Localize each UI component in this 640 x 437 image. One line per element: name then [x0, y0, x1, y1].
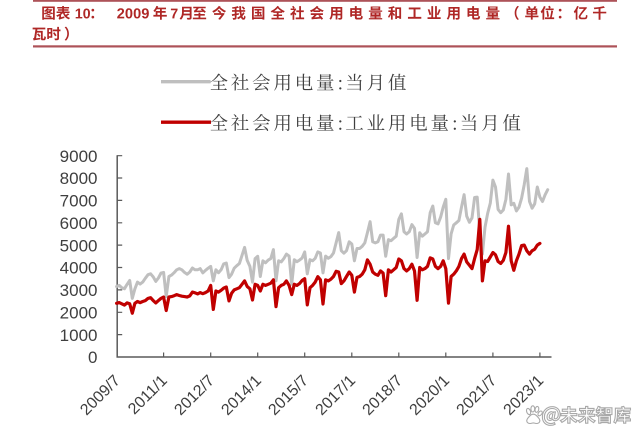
svg-text:2023/1: 2023/1 [501, 372, 548, 419]
svg-text:2021/7: 2021/7 [454, 372, 501, 419]
svg-text:8000: 8000 [60, 169, 98, 188]
svg-text:2017/1: 2017/1 [313, 372, 360, 419]
svg-text:2009/7: 2009/7 [77, 372, 124, 419]
svg-text:2000: 2000 [60, 304, 98, 323]
svg-text:4000: 4000 [60, 259, 98, 278]
svg-text:0: 0 [88, 348, 97, 367]
svg-text:2014/1: 2014/1 [218, 372, 265, 419]
svg-text:9000: 9000 [60, 147, 98, 166]
svg-text:2011/1: 2011/1 [125, 372, 171, 418]
svg-text:2020/1: 2020/1 [407, 372, 454, 419]
svg-text:7000: 7000 [60, 192, 98, 211]
svg-text:3000: 3000 [60, 281, 98, 300]
svg-text:2015/7: 2015/7 [265, 372, 312, 419]
svg-text:6000: 6000 [60, 214, 98, 233]
svg-text:2012/7: 2012/7 [171, 372, 218, 419]
svg-text:2018/7: 2018/7 [360, 372, 407, 419]
svg-text:5000: 5000 [60, 236, 98, 255]
svg-text:1000: 1000 [60, 326, 98, 345]
